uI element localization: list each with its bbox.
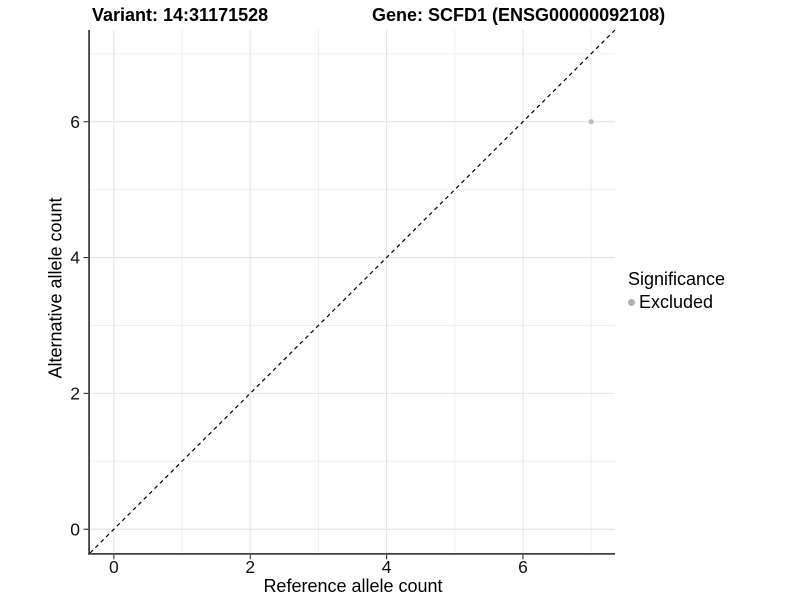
- excluded-point-icon: [628, 299, 635, 306]
- legend: Significance Excluded: [628, 269, 725, 313]
- x-axis-label: Reference allele count: [263, 576, 443, 596]
- legend-item-excluded: Excluded: [628, 292, 725, 313]
- legend-title: Significance: [628, 269, 726, 289]
- y-tick-label: 6: [70, 112, 80, 132]
- variant-title: Variant: 14:31171528: [92, 5, 269, 25]
- y-tick-label: 2: [70, 384, 80, 404]
- y-axis-label: Alternative allele count: [45, 197, 66, 379]
- x-tick-label: 0: [109, 557, 119, 577]
- y-tick-label: 0: [70, 519, 80, 539]
- gene-title: Gene: SCFD1 (ENSG00000092108): [372, 5, 666, 25]
- x-tick-label: 4: [382, 557, 392, 577]
- x-tick-label: 2: [245, 557, 255, 577]
- data-point: [588, 119, 594, 125]
- x-tick-label: 6: [518, 557, 528, 577]
- identity-dashed-line: [89, 29, 616, 554]
- legend-item-label: Excluded: [639, 292, 714, 312]
- y-tick-label: 4: [70, 248, 80, 268]
